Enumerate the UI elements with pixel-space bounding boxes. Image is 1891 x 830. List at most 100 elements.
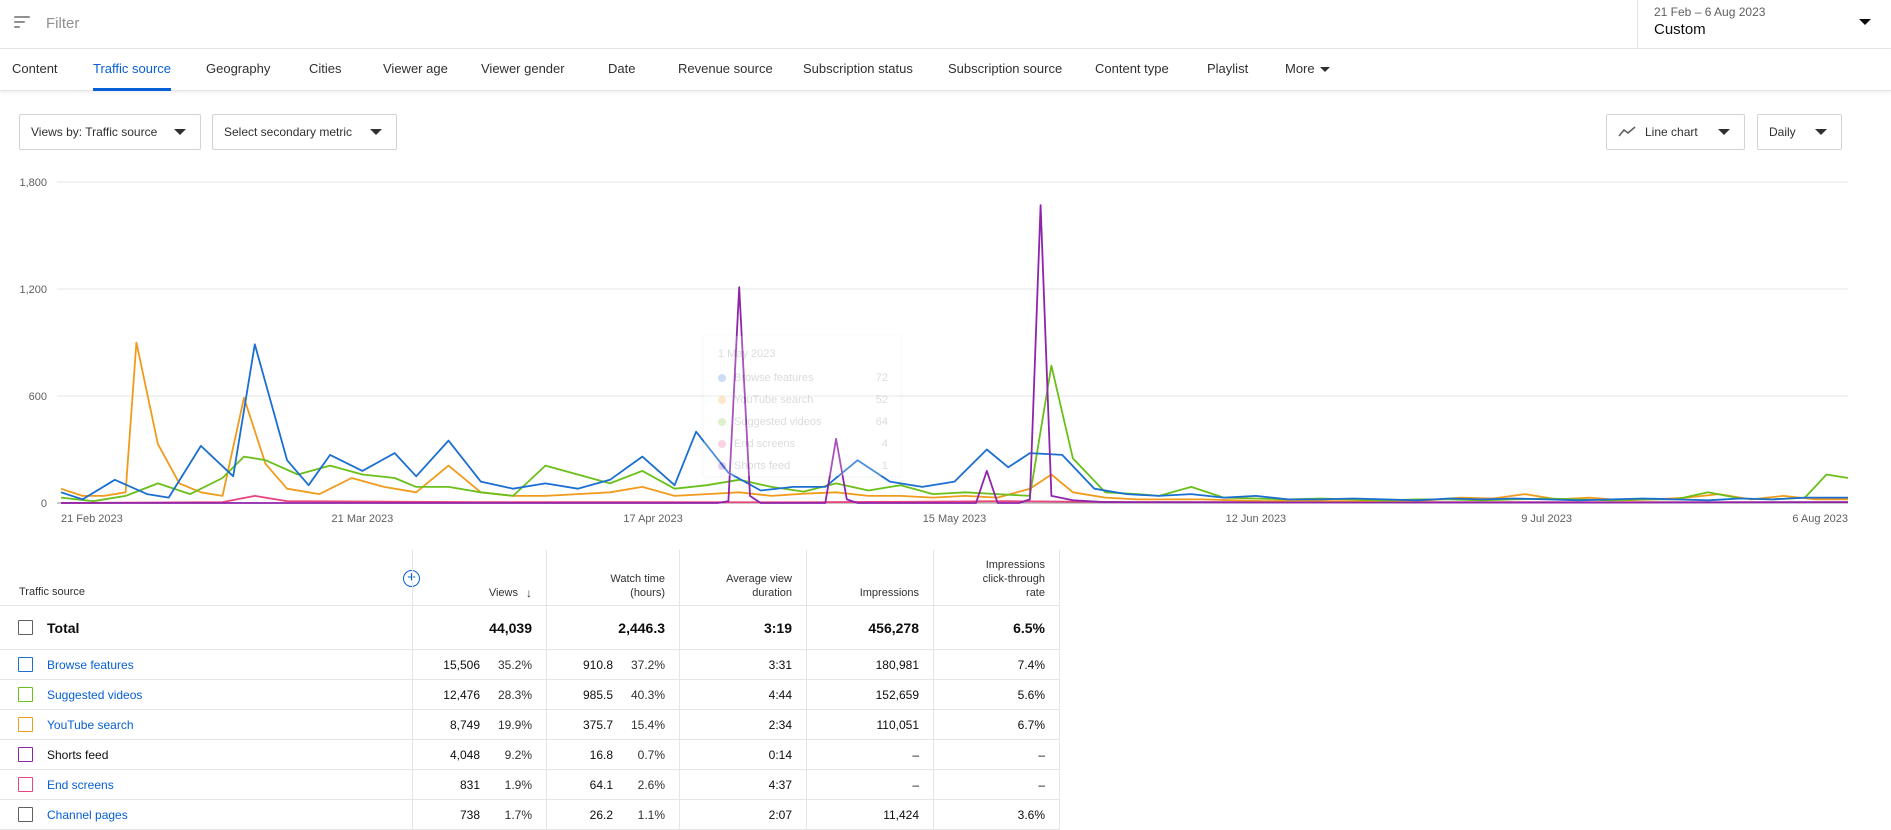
chart-tooltip: 1 May 2023 Browse features 72 YouTube sea…	[704, 336, 900, 476]
views-percent: 9.2%	[504, 747, 532, 762]
cell-avd: 3:31	[679, 650, 806, 679]
cell-impressions: –	[806, 770, 933, 799]
row-name: YouTube search	[0, 710, 134, 739]
header-ctr[interactable]: Impressions click-through rate	[933, 550, 1060, 606]
header-impressions[interactable]: Impressions	[806, 550, 933, 606]
cell-impressions: 180,981	[806, 650, 933, 679]
series-line-shorts-feed[interactable]	[61, 204, 1849, 504]
add-column-icon[interactable]: +	[403, 570, 420, 587]
secondary-metric-dropdown[interactable]: Select secondary metric	[212, 114, 397, 150]
row-checkbox[interactable]	[18, 657, 33, 672]
filter-icon[interactable]	[14, 16, 30, 30]
table-row: Channel pages 738 1.7% 26.2 1.1% 2:07 11,424 3.…	[0, 800, 1060, 830]
tooltip-value: 64	[875, 416, 888, 428]
cell-ctr: 5.6%	[933, 680, 1060, 709]
tab-more[interactable]: More	[1285, 61, 1330, 91]
x-tick-label: 6 Aug 2023	[1792, 513, 1848, 525]
row-checkbox[interactable]	[18, 777, 33, 792]
watch-value: 910.8	[582, 657, 613, 672]
interval-dropdown[interactable]: Daily	[1757, 114, 1842, 150]
cell-views: 12,476 28.3%	[412, 680, 546, 709]
row-label[interactable]: Browse features	[47, 657, 134, 672]
tab-subscription-source[interactable]: Subscription source	[948, 61, 1063, 76]
row-label[interactable]: Suggested videos	[47, 687, 143, 702]
tab-date[interactable]: Date	[608, 61, 636, 76]
row-label[interactable]: End screens	[47, 777, 114, 792]
series-line-youtube-search[interactable]	[60, 341, 1848, 503]
header-line: Watch time	[610, 573, 665, 585]
row-checkbox[interactable]	[18, 717, 33, 732]
cell-watch-time: 985.5 40.3%	[546, 680, 679, 709]
header-avg-view-duration[interactable]: Average view duration	[679, 550, 806, 606]
row-checkbox[interactable]	[18, 687, 33, 702]
line-chart-icon	[1618, 126, 1636, 137]
cell-ctr: 6.5%	[933, 606, 1060, 649]
row-label[interactable]: Channel pages	[47, 807, 128, 822]
header-views[interactable]: Views ↓	[412, 550, 546, 606]
cell-views: 44,039	[412, 606, 546, 649]
row-checkbox[interactable]	[18, 620, 33, 635]
tooltip-row: Shorts feed 1	[718, 460, 888, 472]
x-tick-label: 21 Feb 2023	[61, 513, 123, 525]
metric-dropdown[interactable]: Views by: Traffic source	[19, 114, 201, 150]
header-views-label: Views	[488, 587, 518, 599]
cell-watch-time: 26.2 1.1%	[546, 800, 679, 829]
chevron-down-icon	[1859, 19, 1871, 25]
date-range-picker[interactable]: 21 Feb – 6 Aug 2023 Custom	[1637, 0, 1891, 49]
table-row: Shorts feed 4,048 9.2% 16.8 0.7% 0:14– –	[0, 740, 1060, 770]
cell-watch-time: 16.8 0.7%	[546, 740, 679, 769]
tab-playlist[interactable]: Playlist	[1207, 61, 1249, 76]
tab-content-type[interactable]: Content type	[1095, 61, 1169, 76]
tab-content[interactable]: Content	[12, 61, 58, 76]
x-tick-label: 12 Jun 2023	[1226, 513, 1287, 525]
x-tick-label: 21 Mar 2023	[332, 513, 394, 525]
tab-viewer-gender[interactable]: Viewer gender	[481, 61, 565, 76]
tab-geography[interactable]: Geography	[206, 61, 271, 76]
table-row: Suggested videos 12,476 28.3% 985.5 40.3% 4:4…	[0, 680, 1060, 710]
x-tick-label: 15 May 2023	[923, 513, 987, 525]
legend-dot	[718, 440, 726, 449]
views-percent: 1.7%	[504, 807, 532, 822]
report-tabs: Content Traffic source Geography Cities …	[0, 49, 1891, 91]
tab-cities[interactable]: Cities	[309, 61, 342, 76]
row-label[interactable]: YouTube search	[47, 717, 134, 732]
watch-value: 64.1	[589, 777, 613, 792]
chevron-down-icon	[1718, 129, 1730, 135]
views-line-chart[interactable]: 0 600 1,200 1,800 21 Feb 2023 21 Mar 2023 17 A…	[0, 165, 1891, 535]
views-percent: 1.9%	[504, 777, 532, 792]
chevron-down-icon	[1815, 129, 1827, 135]
row-checkbox[interactable]	[18, 807, 33, 822]
row-name: Shorts feed	[0, 740, 108, 769]
cell-impressions: –	[806, 740, 933, 769]
cell-views: 4,048 9.2%	[412, 740, 546, 769]
y-tick-label: 0	[41, 498, 47, 510]
table-row: YouTube search 8,749 19.9% 375.7 15.4% 2:34 11…	[0, 710, 1060, 740]
row-name: End screens	[0, 770, 114, 799]
tooltip-label: Shorts feed	[734, 460, 791, 472]
cell-avd: 2:07	[679, 800, 806, 829]
tab-revenue-source[interactable]: Revenue source	[678, 61, 773, 76]
filter-input[interactable]: Filter	[46, 15, 80, 32]
header-line: Impressions	[985, 559, 1045, 571]
watch-percent: 0.7%	[637, 747, 665, 762]
header-line: click-through	[982, 573, 1045, 585]
watch-percent: 1.1%	[637, 807, 665, 822]
watch-percent: 37.2%	[630, 657, 665, 672]
header-line: Average view	[726, 573, 792, 585]
watch-percent: 40.3%	[630, 687, 665, 702]
views-percent: 28.3%	[497, 687, 532, 702]
tab-traffic-source[interactable]: Traffic source	[93, 61, 172, 91]
tooltip-value: 72	[875, 372, 888, 384]
series-line-browse-features[interactable]	[60, 343, 1848, 502]
header-watch-time[interactable]: Watch time (hours)	[546, 550, 679, 606]
cell-views: 831 1.9%	[412, 770, 546, 799]
chart-type-dropdown[interactable]: Line chart	[1606, 114, 1745, 150]
row-checkbox[interactable]	[18, 747, 33, 762]
tab-viewer-age[interactable]: Viewer age	[383, 61, 448, 76]
chevron-down-icon	[174, 129, 186, 135]
cell-ctr: –	[933, 770, 1060, 799]
cell-avd: 0:14	[679, 740, 806, 769]
tab-subscription-status[interactable]: Subscription status	[803, 61, 913, 76]
header-line: duration	[752, 587, 792, 599]
views-value: 12,476	[443, 687, 480, 702]
